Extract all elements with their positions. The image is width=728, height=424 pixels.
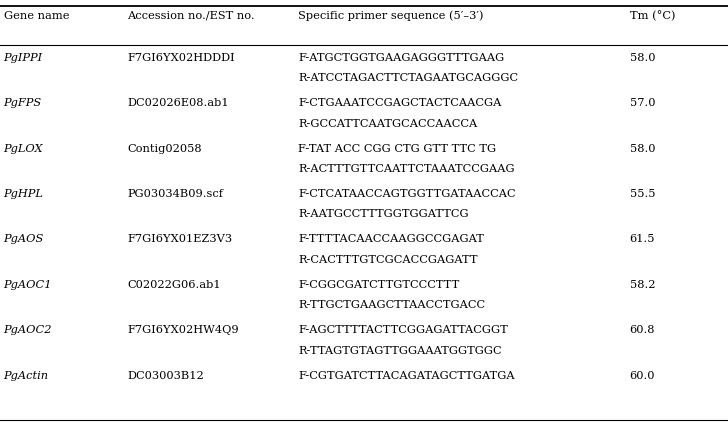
Text: 58.0: 58.0	[630, 144, 655, 154]
Text: R-TTGCTGAAGCTTAACCTGACC: R-TTGCTGAAGCTTAACCTGACC	[298, 300, 486, 310]
Text: Accession no./EST no.: Accession no./EST no.	[127, 11, 255, 21]
Text: PgAOC1: PgAOC1	[4, 280, 52, 290]
Text: F7GI6YX01EZ3V3: F7GI6YX01EZ3V3	[127, 234, 232, 245]
Text: 58.0: 58.0	[630, 53, 655, 63]
Text: R-ACTTTGTTCAATTCTAAATCCGAAG: R-ACTTTGTTCAATTCTAAATCCGAAG	[298, 164, 515, 174]
Text: 55.5: 55.5	[630, 189, 655, 199]
Text: F-AGCTTTTACTTCGGAGATTACGGT: F-AGCTTTTACTTCGGAGATTACGGT	[298, 325, 508, 335]
Text: F-ATGCTGGTGAAGAGGGTTTGAAG: F-ATGCTGGTGAAGAGGGTTTGAAG	[298, 53, 505, 63]
Text: 58.2: 58.2	[630, 280, 655, 290]
Text: F-CGTGATCTTACAGATAGCTTGATGA: F-CGTGATCTTACAGATAGCTTGATGA	[298, 371, 515, 381]
Text: F7GI6YX02HDDDI: F7GI6YX02HDDDI	[127, 53, 235, 63]
Text: R-ATCCTAGACTTCTAGAATGCAGGGC: R-ATCCTAGACTTCTAGAATGCAGGGC	[298, 73, 518, 84]
Text: Tm (°C): Tm (°C)	[630, 11, 676, 21]
Text: DC02026E08.ab1: DC02026E08.ab1	[127, 98, 229, 109]
Text: R-GCCATTCAATGCACCAACCA: R-GCCATTCAATGCACCAACCA	[298, 119, 478, 129]
Text: 57.0: 57.0	[630, 98, 655, 109]
Text: DC03003B12: DC03003B12	[127, 371, 204, 381]
Text: F-TTTTACAACCAAGGCCGAGAT: F-TTTTACAACCAAGGCCGAGAT	[298, 234, 484, 245]
Text: PgIPPI: PgIPPI	[4, 53, 43, 63]
Text: F-CTGAAATCCGAGCTACTCAACGA: F-CTGAAATCCGAGCTACTCAACGA	[298, 98, 502, 109]
Text: Contig02058: Contig02058	[127, 144, 202, 154]
Text: 60.0: 60.0	[630, 371, 655, 381]
Text: F-CTCATAACCAGTGGTTGATAACCAC: F-CTCATAACCAGTGGTTGATAACCAC	[298, 189, 516, 199]
Text: R-TTAGTGTAGTTGGAAATGGTGGC: R-TTAGTGTAGTTGGAAATGGTGGC	[298, 346, 502, 356]
Text: R-AATGCCTTTGGTGGATTCG: R-AATGCCTTTGGTGGATTCG	[298, 209, 469, 220]
Text: Gene name: Gene name	[4, 11, 69, 21]
Text: C02022G06.ab1: C02022G06.ab1	[127, 280, 221, 290]
Text: PgHPL: PgHPL	[4, 189, 44, 199]
Text: F-CGGCGATCTTGTCCCTTT: F-CGGCGATCTTGTCCCTTT	[298, 280, 459, 290]
Text: R-CACTTTGTCGCACCGAGATT: R-CACTTTGTCGCACCGAGATT	[298, 255, 478, 265]
Text: PgFPS: PgFPS	[4, 98, 41, 109]
Text: 61.5: 61.5	[630, 234, 655, 245]
Text: 60.8: 60.8	[630, 325, 655, 335]
Text: F7GI6YX02HW4Q9: F7GI6YX02HW4Q9	[127, 325, 239, 335]
Text: PgActin: PgActin	[4, 371, 49, 381]
Text: PgAOS: PgAOS	[4, 234, 44, 245]
Text: F-TAT ACC CGG CTG GTT TTC TG: F-TAT ACC CGG CTG GTT TTC TG	[298, 144, 496, 154]
Text: PG03034B09.scf: PG03034B09.scf	[127, 189, 223, 199]
Text: Specific primer sequence (5′–3′): Specific primer sequence (5′–3′)	[298, 11, 484, 21]
Text: PgAOC2: PgAOC2	[4, 325, 52, 335]
Text: PgLOX: PgLOX	[4, 144, 43, 154]
